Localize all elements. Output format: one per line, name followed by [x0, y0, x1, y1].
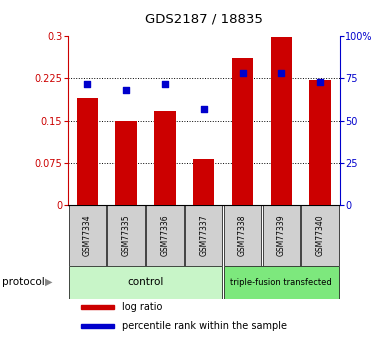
Bar: [224, 205, 261, 266]
Point: [317, 79, 323, 85]
Bar: [81, 305, 114, 309]
Point: [162, 81, 168, 86]
Point: [278, 71, 284, 76]
Text: control: control: [127, 277, 164, 287]
Text: GSM77340: GSM77340: [315, 215, 325, 256]
Bar: [116, 121, 137, 205]
Text: percentile rank within the sample: percentile rank within the sample: [122, 321, 287, 331]
Bar: [224, 266, 339, 299]
Text: GSM77335: GSM77335: [121, 215, 131, 256]
Bar: [76, 98, 98, 205]
Bar: [263, 205, 300, 266]
Bar: [271, 37, 292, 205]
Bar: [193, 159, 215, 205]
Bar: [185, 205, 222, 266]
Bar: [81, 324, 114, 328]
Text: protocol: protocol: [2, 277, 45, 287]
Bar: [146, 205, 184, 266]
Point: [123, 88, 129, 93]
Text: GSM77334: GSM77334: [83, 215, 92, 256]
Bar: [232, 58, 253, 205]
Point: [201, 106, 207, 112]
Point: [84, 81, 90, 86]
Text: GSM77339: GSM77339: [277, 215, 286, 256]
Text: GSM77337: GSM77337: [199, 215, 208, 256]
Text: GDS2187 / 18835: GDS2187 / 18835: [145, 12, 263, 25]
Bar: [69, 205, 106, 266]
Text: GSM77338: GSM77338: [238, 215, 247, 256]
Text: ▶: ▶: [45, 277, 52, 287]
Point: [239, 71, 246, 76]
Bar: [301, 205, 339, 266]
Text: log ratio: log ratio: [122, 302, 163, 312]
Text: GSM77336: GSM77336: [160, 215, 170, 256]
Bar: [69, 266, 222, 299]
Bar: [107, 205, 145, 266]
Text: triple-fusion transfected: triple-fusion transfected: [230, 278, 332, 287]
Bar: [310, 80, 331, 205]
Bar: [154, 111, 176, 205]
